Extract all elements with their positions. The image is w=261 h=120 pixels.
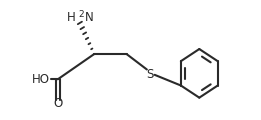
Text: 2: 2 <box>79 10 84 19</box>
Text: HO: HO <box>32 73 50 86</box>
Text: O: O <box>53 97 62 110</box>
Text: S: S <box>146 68 154 81</box>
Text: H: H <box>67 11 75 24</box>
Text: N: N <box>85 11 93 24</box>
